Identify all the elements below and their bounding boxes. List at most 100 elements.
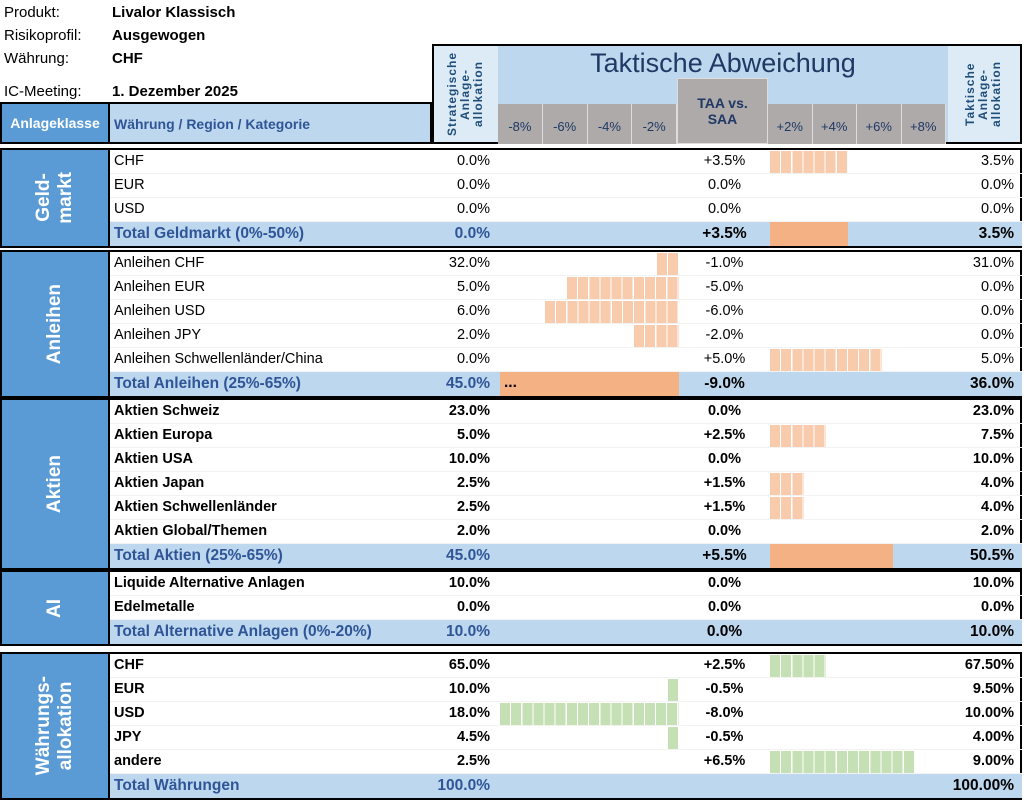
positive-deviation-bar <box>770 349 882 371</box>
section-anleihen: Anleihen Anleihen CHF 32.0% -1.0% 31.0% Anlei… <box>0 250 1022 398</box>
section-label: Währungs- allokation <box>2 654 110 798</box>
section-label-text: Aktien <box>44 454 65 514</box>
table-row: Anleihen CHF 32.0% -1.0% 31.0% <box>110 252 1022 276</box>
section-aktien: Aktien Aktien Schweiz 23.0% 0.0% 23.0% Aktien… <box>0 398 1022 570</box>
tactical-value: 67.50% <box>964 657 1014 673</box>
tactical-value: 31.0% <box>972 255 1014 271</box>
taa-deviation-value: +3.5% <box>702 225 747 242</box>
tick-label: -8% <box>498 104 543 144</box>
tick-label: -6% <box>542 104 588 144</box>
tactical-value: 9.00% <box>972 753 1014 769</box>
saa-value: 0.0% <box>456 177 490 193</box>
saa-value: 0.0% <box>456 351 490 367</box>
table-row: Aktien Europa 5.0% +2.5% 7.5% <box>110 424 1022 448</box>
taa-deviation-value: -0.5% <box>705 729 744 745</box>
table-row: USD 0.0% 0.0% 0.0% <box>110 198 1022 222</box>
taa-deviation-value: +2.5% <box>703 427 746 443</box>
negative-deviation-bar <box>656 253 679 275</box>
taa-deviation-value: +5.0% <box>703 351 746 367</box>
category-label: EUR <box>114 177 145 193</box>
negative-deviation-bar <box>500 703 679 725</box>
section-label: AI <box>2 572 110 644</box>
saa-value: 45.0% <box>446 547 490 564</box>
tactical-value: 4.00% <box>972 729 1014 745</box>
tick-label: +2% <box>768 104 813 144</box>
category-label: CHF <box>114 657 144 673</box>
header-saa: Strategische Anlage-allokation <box>434 46 498 142</box>
category-label: Total Währungen <box>114 777 240 794</box>
taa-deviation-value: 0.0% <box>707 523 742 539</box>
table-row: EUR 10.0% -0.5% 9.50% <box>110 678 1022 702</box>
taa-deviation-value: +3.5% <box>703 153 746 169</box>
category-label: Aktien Global/Themen <box>114 523 268 539</box>
meta-value: Ausgewogen <box>112 27 206 44</box>
saa-value: 10.0% <box>446 623 490 640</box>
category-label: Total Alternative Anlagen (0%-20%) <box>114 623 372 640</box>
tick-label: +4% <box>812 104 857 144</box>
taa-deviation-value: -5.0% <box>705 279 744 295</box>
table-row: Anleihen USD 6.0% -6.0% 0.0% <box>110 300 1022 324</box>
table-row: Anleihen Schwellenländer/China 0.0% +5.0% 5… <box>110 348 1022 372</box>
category-label: Total Aktien (25%-65%) <box>114 547 283 564</box>
total-row: Total Alternative Anlagen (0%-20%) 10.0% 0… <box>110 620 1022 644</box>
category-label: Anleihen Schwellenländer/China <box>114 351 323 367</box>
tactical-value: 0.0% <box>980 177 1014 193</box>
saa-value: 6.0% <box>456 303 490 319</box>
tactical-value: 0.0% <box>980 303 1014 319</box>
saa-value: 0.0% <box>454 225 490 242</box>
meta-value: Livalor Klassisch <box>112 4 236 21</box>
category-label: Aktien Europa <box>114 427 213 443</box>
positive-deviation-bar <box>770 544 893 568</box>
saa-value: 2.5% <box>456 475 490 491</box>
section-label-text: Geld- markt <box>33 172 76 224</box>
saa-value: 0.0% <box>456 201 490 217</box>
taa-deviation-value: +5.5% <box>702 547 747 564</box>
tick-label: +6% <box>857 104 902 144</box>
total-row: Total Anleihen (25%-65%) 45.0% -9.0% 36.0%.… <box>110 372 1022 396</box>
taa-deviation-value: +1.5% <box>703 499 746 515</box>
taa-deviation-value: +6.5% <box>703 753 746 769</box>
taa-deviation-value: -1.0% <box>705 255 744 271</box>
tactical-value: 10.0% <box>972 575 1014 591</box>
header-tac-label: Taktische Anlage-allokation <box>963 61 1003 128</box>
taa-deviation-value: +1.5% <box>703 475 746 491</box>
total-row: Total Aktien (25%-65%) 45.0% +5.5% 50.5% <box>110 544 1022 568</box>
taa-deviation-value: 0.0% <box>707 403 742 419</box>
header-kategorie: Währung / Region / Kategorie <box>114 116 311 132</box>
section-w-hrungs-allokation: Währungs- allokation CHF 65.0% +2.5% 67.50% E… <box>0 652 1022 800</box>
tactical-value: 100.00% <box>952 777 1014 794</box>
table-row: Liquide Alternative Anlagen 10.0% 0.0% 10.0… <box>110 572 1022 596</box>
category-label: Total Geldmarkt (0%-50%) <box>114 225 305 242</box>
header-taa-vs-saa: TAA vs. SAA <box>677 78 768 144</box>
meta-value: CHF <box>112 50 143 67</box>
tactical-value: 3.5% <box>978 225 1014 242</box>
table-row: JPY 4.5% -0.5% 4.00% <box>110 726 1022 750</box>
table-row: CHF 65.0% +2.5% 67.50% <box>110 654 1022 678</box>
tactical-value: 0.0% <box>980 599 1014 615</box>
tactical-value: 10.00% <box>964 705 1014 721</box>
category-label: Anleihen EUR <box>114 279 206 295</box>
category-label: Anleihen JPY <box>114 327 202 343</box>
tactical-value: 3.5% <box>980 153 1014 169</box>
section-label: Anleihen <box>2 252 110 396</box>
category-label: Aktien USA <box>114 451 193 467</box>
meta-label: Produkt: <box>4 4 60 21</box>
tick-label: +8% <box>901 104 946 144</box>
table-row: EUR 0.0% 0.0% 0.0% <box>110 174 1022 198</box>
header-saa-label: Strategische Anlage-allokation <box>445 51 485 137</box>
taa-deviation-value: 0.0% <box>707 575 742 591</box>
table-row: Edelmetalle 0.0% 0.0% 0.0% <box>110 596 1022 620</box>
header-anlageklasse: Anlageklasse <box>2 104 110 142</box>
tactical-value: 10.0% <box>972 451 1014 467</box>
category-label: Aktien Schweiz <box>114 403 220 419</box>
section-label-text: AI <box>44 598 65 618</box>
saa-value: 0.0% <box>456 153 490 169</box>
section-label: Aktien <box>2 400 110 568</box>
total-row: Total Währungen 100.0% 100.00% <box>110 774 1022 798</box>
table-row: Aktien Schweiz 23.0% 0.0% 23.0% <box>110 400 1022 424</box>
bar-overflow-indicator: ... <box>504 374 517 391</box>
saa-value: 32.0% <box>448 255 490 271</box>
tactical-value: 5.0% <box>980 351 1014 367</box>
category-label: Anleihen USD <box>114 303 206 319</box>
negative-deviation-bar <box>667 679 679 701</box>
